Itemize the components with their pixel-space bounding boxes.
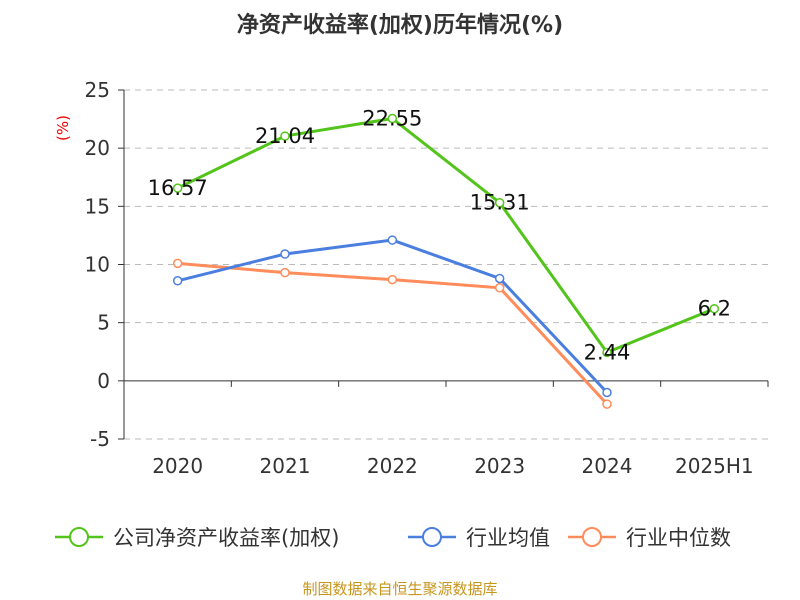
- data-point: [280, 249, 290, 259]
- data-point: [602, 387, 612, 398]
- y-tick-label: 5: [97, 311, 110, 335]
- data-label: 22.55: [362, 107, 422, 131]
- data-point: [172, 183, 183, 193]
- data-label: 6.2: [698, 297, 731, 321]
- legend-marker: [69, 527, 89, 547]
- data-point: [709, 303, 720, 314]
- data-point: [172, 258, 183, 269]
- legend-label: 公司净资产收益率(加权): [113, 526, 339, 550]
- series-line: [177, 116, 715, 355]
- y-tick-label: 20: [85, 136, 110, 160]
- data-label: 15.31: [470, 191, 530, 215]
- data-point: [494, 283, 505, 293]
- data-point: [280, 131, 290, 141]
- source-note: 制图数据来自恒生聚源数据库: [302, 580, 497, 598]
- data-label: 16.57: [148, 176, 208, 200]
- data-point: [280, 267, 290, 278]
- legend-marker: [422, 527, 442, 547]
- y-tick-label: 10: [85, 253, 110, 277]
- x-tick-label: 2025H1: [675, 454, 754, 478]
- y-tick-label: -5: [90, 427, 110, 451]
- data-point: [602, 399, 612, 409]
- legend-marker: [582, 527, 602, 547]
- y-tick-label: 15: [85, 194, 110, 218]
- x-tick-label: 2020: [152, 454, 203, 478]
- data-label: 2.44: [584, 340, 631, 364]
- data-point: [602, 347, 612, 358]
- data-point: [494, 197, 505, 208]
- legend-label: 行业均值: [466, 526, 550, 550]
- data-point: [387, 235, 398, 245]
- x-tick-label: 2024: [582, 454, 633, 478]
- legend-label: 行业中位数: [626, 526, 731, 550]
- x-tick-label: 2023: [474, 454, 525, 478]
- y-tick-label: 25: [85, 78, 110, 102]
- x-tick-label: 2022: [367, 454, 418, 478]
- x-tick-label: 2021: [260, 454, 311, 478]
- chart-title: 净资产收益率(加权)历年情况(%): [237, 12, 563, 38]
- data-point: [387, 113, 398, 124]
- y-tick-label: 0: [97, 369, 110, 393]
- series-line: [177, 261, 609, 406]
- data-point: [172, 276, 183, 286]
- data-point: [387, 274, 398, 285]
- data-label: 21.04: [255, 124, 315, 148]
- y-axis-unit: (%): [54, 115, 72, 141]
- data-point: [494, 273, 505, 284]
